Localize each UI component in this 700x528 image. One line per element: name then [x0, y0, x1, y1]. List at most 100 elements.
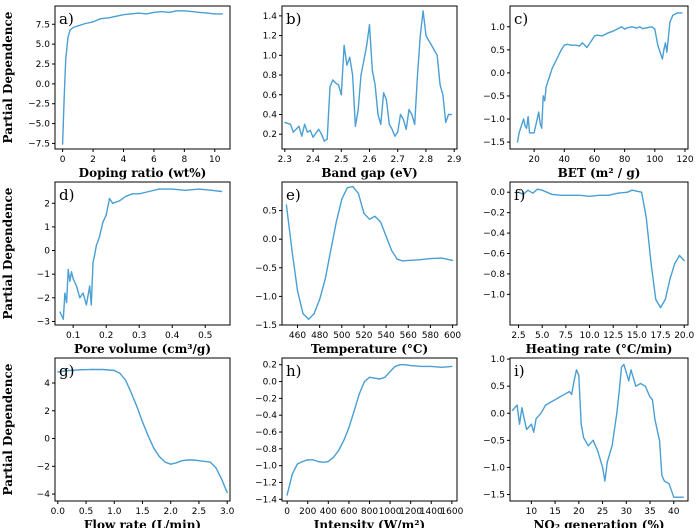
- data-point: [674, 263, 676, 265]
- plot-frame: [54, 357, 231, 502]
- data-point: [62, 143, 64, 145]
- data-point: [586, 46, 588, 49]
- data-point: [220, 478, 223, 480]
- data-point: [338, 449, 340, 452]
- x-tick-label: 12.5: [603, 331, 623, 341]
- data-point: [158, 188, 160, 190]
- data-point: [317, 460, 319, 463]
- chart-panel-6: 2.5 5.0 7.5 10.0 12.5 15.0 17.5 20.0 −1.0 −0.8 −0.…: [483, 181, 695, 356]
- data-point: [618, 391, 620, 393]
- data-point: [100, 18, 102, 20]
- data-point: [520, 127, 522, 129]
- x-tick-label: 520: [355, 331, 372, 341]
- plot-frame: [54, 5, 231, 150]
- data-point: [645, 217, 647, 219]
- plot-frame: [281, 357, 458, 502]
- data-point: [226, 492, 228, 494]
- data-point: [204, 460, 206, 462]
- data-point: [306, 131, 308, 133]
- data-point: [663, 49, 665, 51]
- data-point: [62, 318, 64, 320]
- x-axis-label: Intensity (W/m²): [314, 518, 425, 528]
- data-point: [516, 404, 518, 406]
- data-point: [581, 42, 584, 44]
- data-point: [526, 127, 528, 129]
- data-point: [563, 44, 565, 46]
- data-point: [630, 369, 632, 371]
- data-point: [95, 245, 97, 247]
- data-point: [676, 12, 679, 14]
- y-tick-label: 7.5: [36, 20, 50, 30]
- x-tick-label: 600: [444, 331, 461, 341]
- y-tick-label: −2: [37, 462, 50, 472]
- data-point: [132, 193, 134, 195]
- y-tick-label: 0.5: [491, 46, 505, 56]
- data-point: [160, 11, 163, 13]
- data-point: [107, 17, 109, 19]
- data-point: [82, 292, 84, 294]
- y-tick-label: −1.0: [255, 462, 277, 472]
- data-point: [130, 13, 132, 15]
- data-point: [442, 94, 444, 96]
- y-tick-label: 0.0: [491, 409, 506, 419]
- y-tick-label: 2: [44, 407, 50, 417]
- data-point: [79, 369, 81, 371]
- x-tick-label: 2.9: [447, 155, 462, 165]
- data-point: [612, 30, 614, 32]
- y-tick-label: −4: [37, 490, 51, 500]
- data-point: [517, 191, 520, 193]
- data-point: [105, 214, 107, 216]
- data-point: [122, 14, 125, 16]
- y-tick-label: 1.4: [263, 12, 278, 22]
- y-tick-label: −0.8: [255, 445, 277, 455]
- data-point: [59, 311, 61, 313]
- x-tick-label: 0.2: [99, 331, 113, 341]
- data-point: [191, 11, 193, 13]
- data-point: [651, 26, 653, 28]
- data-point: [451, 365, 453, 367]
- data-point: [650, 263, 652, 265]
- data-point: [635, 385, 637, 387]
- data-point: [551, 193, 553, 195]
- data-point: [418, 259, 420, 261]
- panel-letter: c): [514, 10, 528, 28]
- y-tick-label: 0.0: [491, 69, 506, 79]
- data-point: [63, 99, 65, 101]
- y-tick-label: −1.5: [255, 321, 277, 331]
- data-point: [530, 132, 532, 134]
- data-point: [580, 423, 582, 425]
- data-point: [606, 461, 608, 463]
- x-tick-label: 20.0: [674, 331, 694, 341]
- y-tick-label: −0.4: [255, 411, 277, 421]
- data-point: [538, 111, 540, 113]
- data-point: [527, 189, 529, 191]
- panel-letter: g): [59, 362, 74, 380]
- data-point: [649, 396, 651, 398]
- data-point: [323, 140, 325, 142]
- plot-frame: [54, 181, 231, 326]
- data-point: [554, 399, 556, 401]
- data-point: [125, 195, 127, 197]
- data-point: [639, 26, 641, 28]
- data-point: [307, 459, 309, 461]
- x-tick-label: 400: [320, 507, 337, 517]
- data-point: [221, 13, 223, 15]
- y-tick-label: 5.0: [36, 40, 51, 50]
- x-tick-label: 1200: [399, 507, 422, 517]
- data-point: [332, 456, 335, 458]
- x-tick-label: 1000: [379, 507, 402, 517]
- data-point: [673, 496, 675, 498]
- data-point: [416, 74, 419, 76]
- x-tick-label: 540: [378, 331, 395, 341]
- data-point: [597, 450, 599, 452]
- x-tick-label: 2.4: [306, 155, 321, 165]
- data-point: [669, 21, 671, 23]
- x-tick-label: 100: [646, 155, 663, 165]
- data-point: [440, 257, 443, 259]
- data-point: [681, 12, 683, 14]
- x-axis-label: BET (m² / g): [558, 166, 641, 180]
- data-point: [379, 378, 381, 380]
- data-point: [69, 280, 71, 282]
- data-point: [436, 54, 438, 56]
